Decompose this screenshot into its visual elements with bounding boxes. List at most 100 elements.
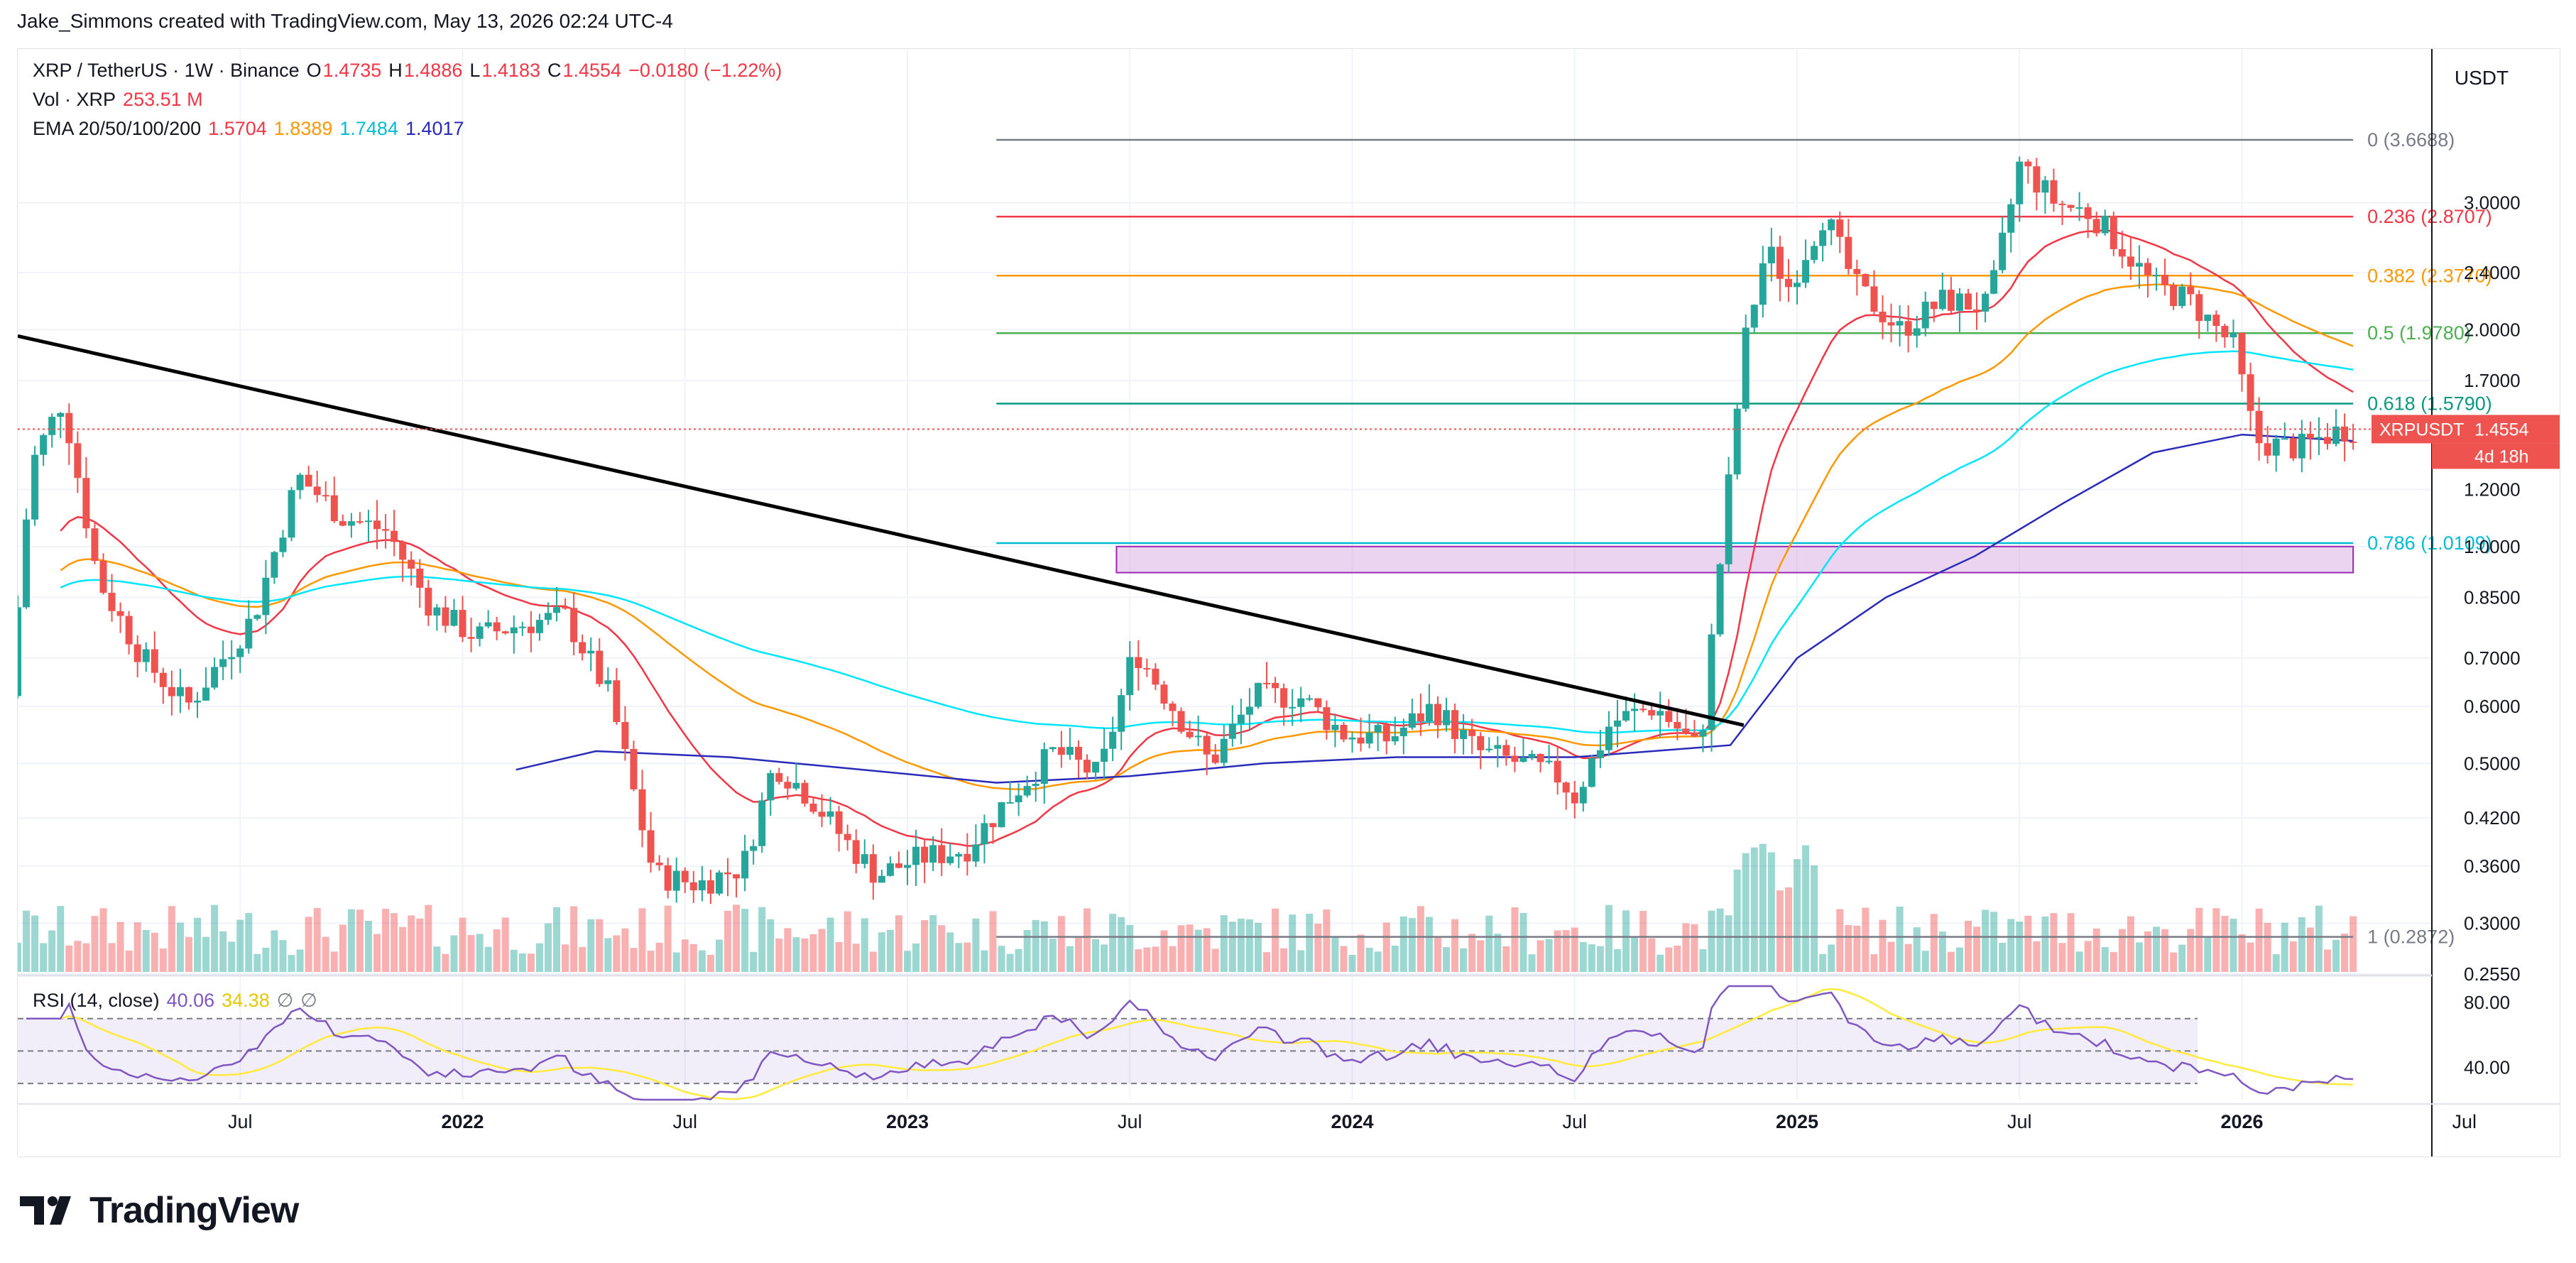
- candle-body: [2161, 275, 2169, 285]
- candle-body: [1913, 328, 1921, 336]
- legend-rsi: RSI (14, close) 40.06 34.38 ∅ ∅: [33, 990, 324, 1012]
- volume-bar: [433, 946, 441, 972]
- volume-bar: [1152, 946, 1159, 972]
- volume-bar: [715, 939, 723, 972]
- candle-body: [964, 853, 971, 862]
- volume-bar: [2110, 951, 2117, 972]
- candle-body: [844, 833, 851, 841]
- candle-body: [1605, 726, 1612, 750]
- volume-bar: [305, 917, 312, 972]
- candle-body: [1015, 795, 1022, 802]
- volume-bar: [1074, 937, 1082, 972]
- chart-frame[interactable]: 0 (3.6688) 0.236 (2.8707) 0.382 (2.3770) 0.…: [14, 48, 2560, 1157]
- legend-rsi-empty-1: ∅: [276, 990, 294, 1011]
- volume-bar: [271, 930, 278, 972]
- candle-body: [2101, 215, 2109, 234]
- candle-body: [1417, 713, 1424, 722]
- candle-body: [1126, 657, 1134, 696]
- fib-level-label: 0 (3.6688): [2367, 129, 2455, 151]
- volume-bar: [2332, 939, 2340, 972]
- volume-bar: [194, 917, 202, 972]
- volume-bar: [1032, 919, 1039, 972]
- candle-body: [1272, 682, 1279, 689]
- tradingview-logo[interactable]: TradingView: [20, 1189, 299, 1232]
- volume-bar: [1443, 947, 1451, 972]
- volume-bar: [1194, 929, 1202, 972]
- volume-bar: [125, 950, 133, 972]
- candle-body: [2332, 426, 2340, 444]
- volume-bar: [698, 950, 706, 972]
- volume-bar: [2033, 941, 2041, 972]
- legend-high: 1.4886: [403, 60, 463, 81]
- candle-body: [493, 622, 501, 632]
- volume-bar: [1280, 948, 1288, 972]
- volume-bar: [459, 917, 466, 972]
- volume-bar: [801, 938, 809, 972]
- ema-200-line: [515, 433, 2354, 784]
- candle-body: [1845, 236, 1852, 269]
- trendline: [17, 334, 1745, 727]
- candle-body: [895, 863, 902, 868]
- volume-bar: [142, 929, 150, 972]
- candle-body: [1759, 263, 1767, 305]
- volume-bar: [570, 906, 578, 972]
- candle-body: [2050, 180, 2058, 204]
- volume-bar: [1177, 925, 1185, 972]
- volume-bar: [2135, 942, 2143, 972]
- volume-bar: [219, 931, 227, 972]
- candle-body: [1118, 695, 1125, 732]
- ema-100-line: [60, 350, 2354, 734]
- volume-bar: [484, 946, 492, 972]
- candle-body: [322, 495, 329, 497]
- candle-body: [562, 607, 569, 609]
- volume-bar: [1613, 948, 1621, 972]
- candle-body: [1921, 301, 1929, 329]
- candle-body: [1314, 698, 1322, 708]
- volume-bar: [964, 942, 971, 972]
- candle-body: [852, 840, 860, 864]
- candle-body: [176, 687, 184, 696]
- volume-bar: [826, 917, 834, 972]
- candle-body: [1460, 729, 1468, 739]
- candle-body: [724, 872, 731, 875]
- legend-ema20: 1.5704: [208, 118, 267, 139]
- candle-body: [706, 880, 714, 894]
- volume-bar: [1399, 916, 1407, 972]
- volume-bar: [1417, 906, 1424, 972]
- candle-body: [2144, 263, 2151, 275]
- fib-level-label: 0.786 (1.0109): [2367, 532, 2492, 554]
- volume-bar: [2058, 943, 2066, 972]
- volume-bar: [1973, 926, 1981, 972]
- legend-close: 1.4554: [562, 60, 622, 81]
- legend-volume: Vol · XRP 253.51 M: [33, 89, 210, 111]
- volume-bar: [57, 906, 65, 972]
- candle-body: [681, 870, 689, 882]
- legend-ema50: 1.8389: [273, 118, 333, 139]
- candle-body: [2212, 315, 2220, 327]
- volume-bar: [133, 922, 141, 972]
- last-price-badge: [2372, 415, 2560, 444]
- candle-body: [202, 687, 210, 701]
- candle-body: [596, 650, 604, 684]
- price-tick-label: 0.5000: [2464, 753, 2521, 774]
- candle-body: [2118, 248, 2126, 257]
- candle-body: [2204, 315, 2212, 322]
- volume-bar: [1135, 949, 1142, 972]
- volume-bar: [2153, 926, 2161, 972]
- volume-bar: [689, 944, 697, 972]
- legend-symbol: XRP / TetherUS · 1W · Binance: [33, 60, 300, 81]
- candle-body: [579, 642, 586, 654]
- candle-body: [159, 672, 167, 687]
- volume-bar: [2247, 942, 2254, 972]
- volume-bar: [425, 904, 432, 972]
- volume-bar: [1006, 953, 1014, 972]
- price-tick-label: 0.4200: [2464, 807, 2521, 829]
- volume-bars: [14, 843, 2357, 972]
- volume-bar: [1382, 922, 1390, 972]
- volume-bar: [1682, 923, 1690, 972]
- candle-body: [1750, 305, 1758, 328]
- volume-bar: [1451, 919, 1459, 972]
- chart-canvas[interactable]: 0 (3.6688) 0.236 (2.8707) 0.382 (2.3770) 0.…: [14, 49, 2560, 1157]
- volume-bar: [2230, 919, 2237, 972]
- candle-body: [784, 782, 792, 789]
